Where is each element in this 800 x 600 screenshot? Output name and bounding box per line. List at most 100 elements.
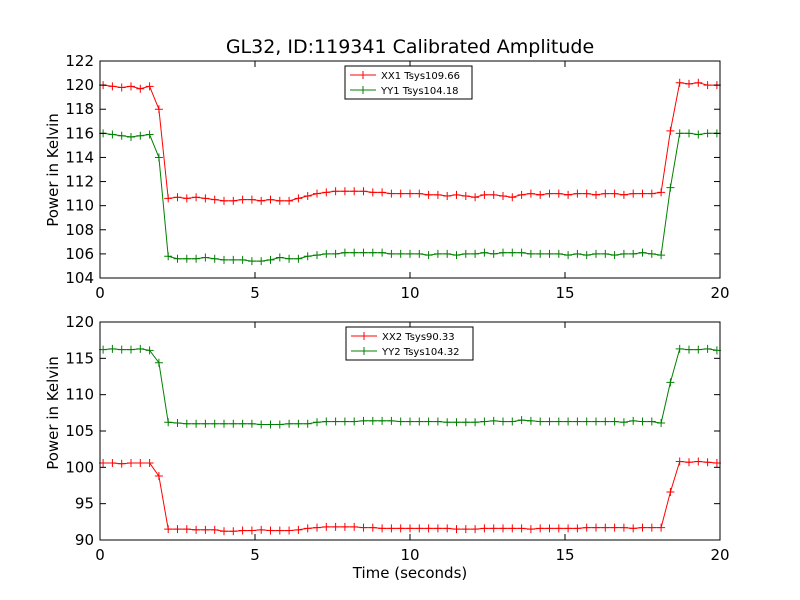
data-point [703, 81, 712, 90]
data-point [703, 344, 712, 353]
data-point [275, 526, 284, 535]
data-point [703, 129, 712, 138]
data-point [647, 249, 656, 258]
data-point [108, 344, 117, 353]
data-point [350, 248, 359, 257]
legend-marker [360, 347, 368, 355]
data-point [145, 458, 154, 467]
data-point [378, 524, 387, 533]
data-point [247, 195, 256, 204]
data-point [536, 249, 545, 258]
x-tick-label: 15 [555, 546, 574, 564]
legend-label: YY2 Tsys104.32 [381, 347, 460, 358]
data-point [303, 419, 312, 428]
data-point [461, 525, 470, 534]
y-tick-label: 110 [65, 197, 94, 215]
data-point [182, 194, 191, 203]
data-point [266, 420, 275, 429]
data-point [443, 418, 452, 427]
data-point [229, 196, 238, 205]
legend-marker [360, 332, 368, 340]
data-point [173, 525, 182, 534]
data-point [303, 192, 312, 201]
bottom-panel: Time (seconds) Power in Kelvin 0 5 10 15 20 9… [44, 313, 730, 582]
data-point [415, 189, 424, 198]
data-point [313, 418, 321, 427]
y-tick-label: 118 [65, 100, 94, 118]
data-point [192, 254, 201, 263]
data-point [136, 344, 145, 353]
data-point [452, 190, 461, 199]
y-tick-label: 105 [65, 422, 94, 440]
data-point [359, 248, 368, 257]
series-2 [99, 344, 721, 429]
data-point [433, 417, 442, 426]
data-point [182, 525, 191, 534]
data-point [257, 257, 266, 266]
data-point [480, 524, 489, 533]
data-point [675, 457, 684, 466]
data-point [536, 417, 545, 426]
data-point [331, 249, 340, 258]
data-point [499, 192, 507, 201]
data-point [173, 254, 182, 263]
top-panel: GL32, ID:119341 Calibrated Amplitude Pow… [44, 36, 730, 302]
data-point [675, 78, 684, 87]
data-point [201, 419, 210, 428]
data-point [127, 458, 135, 467]
data-point [331, 417, 340, 426]
x-axis-label: Time (seconds) [352, 564, 468, 582]
data-point [303, 252, 312, 261]
data-point [173, 193, 182, 202]
x-tick-label: 0 [95, 284, 105, 302]
data-point [480, 190, 489, 199]
data-point [229, 527, 238, 536]
data-point [601, 417, 610, 426]
data-point [573, 249, 582, 258]
data-point [629, 189, 638, 198]
data-point [573, 417, 582, 426]
data-point [461, 249, 470, 258]
data-point [610, 523, 619, 532]
data-point [164, 418, 173, 427]
data-point [117, 131, 126, 140]
data-point [285, 254, 294, 263]
data-point [526, 416, 535, 425]
data-point [526, 525, 535, 534]
data-point [610, 417, 619, 426]
data-point [238, 195, 247, 204]
data-point [573, 189, 582, 198]
data-point [378, 248, 387, 257]
x-tick-label: 20 [710, 546, 729, 564]
legend-label: YY1 Tsys104.18 [380, 86, 459, 97]
data-point [182, 419, 191, 428]
data-point [368, 248, 377, 257]
legend: XX2 Tsys90.33 YY2 Tsys104.32 [345, 326, 474, 361]
data-point [480, 417, 489, 426]
data-point [489, 190, 498, 199]
data-point [313, 189, 321, 198]
data-point [136, 458, 145, 467]
data-point [108, 458, 117, 467]
x-tick-label: 15 [555, 284, 574, 302]
data-point [359, 416, 368, 425]
data-point [322, 188, 331, 197]
data-point [694, 345, 703, 354]
x-tick-label: 20 [710, 284, 729, 302]
data-point [601, 249, 610, 258]
y-tick-label: 120 [65, 313, 94, 331]
data-point [136, 131, 145, 140]
data-point [619, 190, 628, 199]
data-point [247, 419, 256, 428]
data-point [610, 189, 619, 198]
data-point [378, 188, 387, 197]
data-point [257, 525, 266, 534]
data-point [387, 416, 396, 425]
legend-marker [359, 71, 367, 79]
data-point [238, 526, 247, 535]
data-point [247, 526, 256, 535]
data-point [294, 419, 303, 428]
data-point [452, 525, 461, 534]
data-point [368, 523, 377, 532]
data-point [127, 345, 135, 354]
